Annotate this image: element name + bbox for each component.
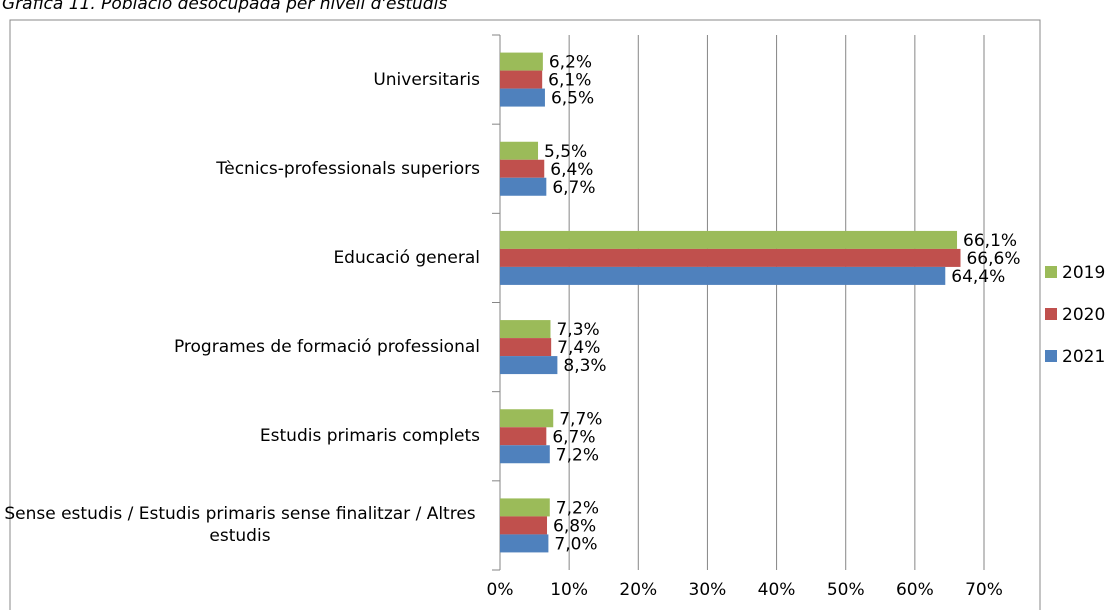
value-label: 6,4% <box>550 160 593 180</box>
x-tick-label: 0% <box>487 580 514 600</box>
bar <box>500 177 547 196</box>
value-label: 7,0% <box>554 534 597 554</box>
value-label: 6,7% <box>552 427 595 447</box>
bar <box>500 338 552 357</box>
y-tick-label-box: Estudis primaris complets <box>0 425 480 447</box>
value-label: 64,4% <box>951 267 1005 287</box>
x-tick-label: 70% <box>965 580 1003 600</box>
y-tick-label: Tècnics-professionals superiors <box>216 158 480 179</box>
value-label: 7,2% <box>556 498 599 518</box>
x-tick-label: 60% <box>896 580 934 600</box>
value-label: 6,1% <box>548 71 591 91</box>
value-label: 7,3% <box>556 320 599 340</box>
value-label: 6,2% <box>549 53 592 73</box>
y-tick-label-box: Sense estudis / Estudis primaris sense f… <box>0 503 480 547</box>
y-tick-label: Programes de formació professional <box>173 337 480 358</box>
x-tick-label: 40% <box>758 580 796 600</box>
y-tick-label: Estudis primaris complets <box>259 426 480 447</box>
y-tick-label-box: Educació general <box>0 247 480 269</box>
value-label: 6,5% <box>551 89 594 109</box>
legend-swatch <box>1045 308 1057 320</box>
x-tick-label: 50% <box>827 580 865 600</box>
value-label: 6,8% <box>553 516 596 536</box>
bar <box>500 409 554 428</box>
bar <box>500 141 539 160</box>
bar <box>500 88 545 107</box>
value-label: 7,4% <box>557 338 600 358</box>
x-tick-label: 20% <box>619 580 657 600</box>
bar <box>500 445 550 464</box>
y-tick-label-box: Universitaris <box>0 69 480 91</box>
value-label: 6,7% <box>552 178 595 198</box>
bar <box>500 320 551 339</box>
bar <box>500 427 547 446</box>
value-label: 5,5% <box>544 142 587 162</box>
chart-title: Gràfica 11. Població desocupada per nive… <box>2 0 448 14</box>
bar <box>500 516 548 535</box>
bar <box>500 70 543 89</box>
bar <box>500 248 961 267</box>
legend-label: 2019 <box>1062 263 1105 283</box>
y-tick-label: Educació general <box>333 247 480 268</box>
legend-label: 2020 <box>1062 305 1105 325</box>
value-label: 66,6% <box>966 249 1020 269</box>
value-label: 66,1% <box>963 231 1017 251</box>
bar <box>500 534 549 553</box>
value-label: 7,7% <box>559 409 602 429</box>
bar <box>500 498 550 517</box>
y-tick-label-box: Tècnics-professionals superiors <box>0 158 480 180</box>
bar <box>500 52 543 71</box>
bar <box>500 356 558 375</box>
x-tick-label: 30% <box>689 580 727 600</box>
y-tick-label: Universitaris <box>373 69 480 90</box>
bar <box>500 230 958 249</box>
legend-label: 2021 <box>1062 347 1105 367</box>
bar <box>500 159 545 178</box>
bar <box>500 266 946 285</box>
legend-swatch <box>1045 266 1057 278</box>
value-label: 7,2% <box>556 445 599 465</box>
y-tick-label: Sense estudis / Estudis primaris sense f… <box>4 504 476 547</box>
y-tick-label-box: Programes de formació professional <box>0 336 480 358</box>
value-label: 8,3% <box>563 356 606 376</box>
x-tick-label: 10% <box>550 580 588 600</box>
legend-swatch <box>1045 350 1057 362</box>
